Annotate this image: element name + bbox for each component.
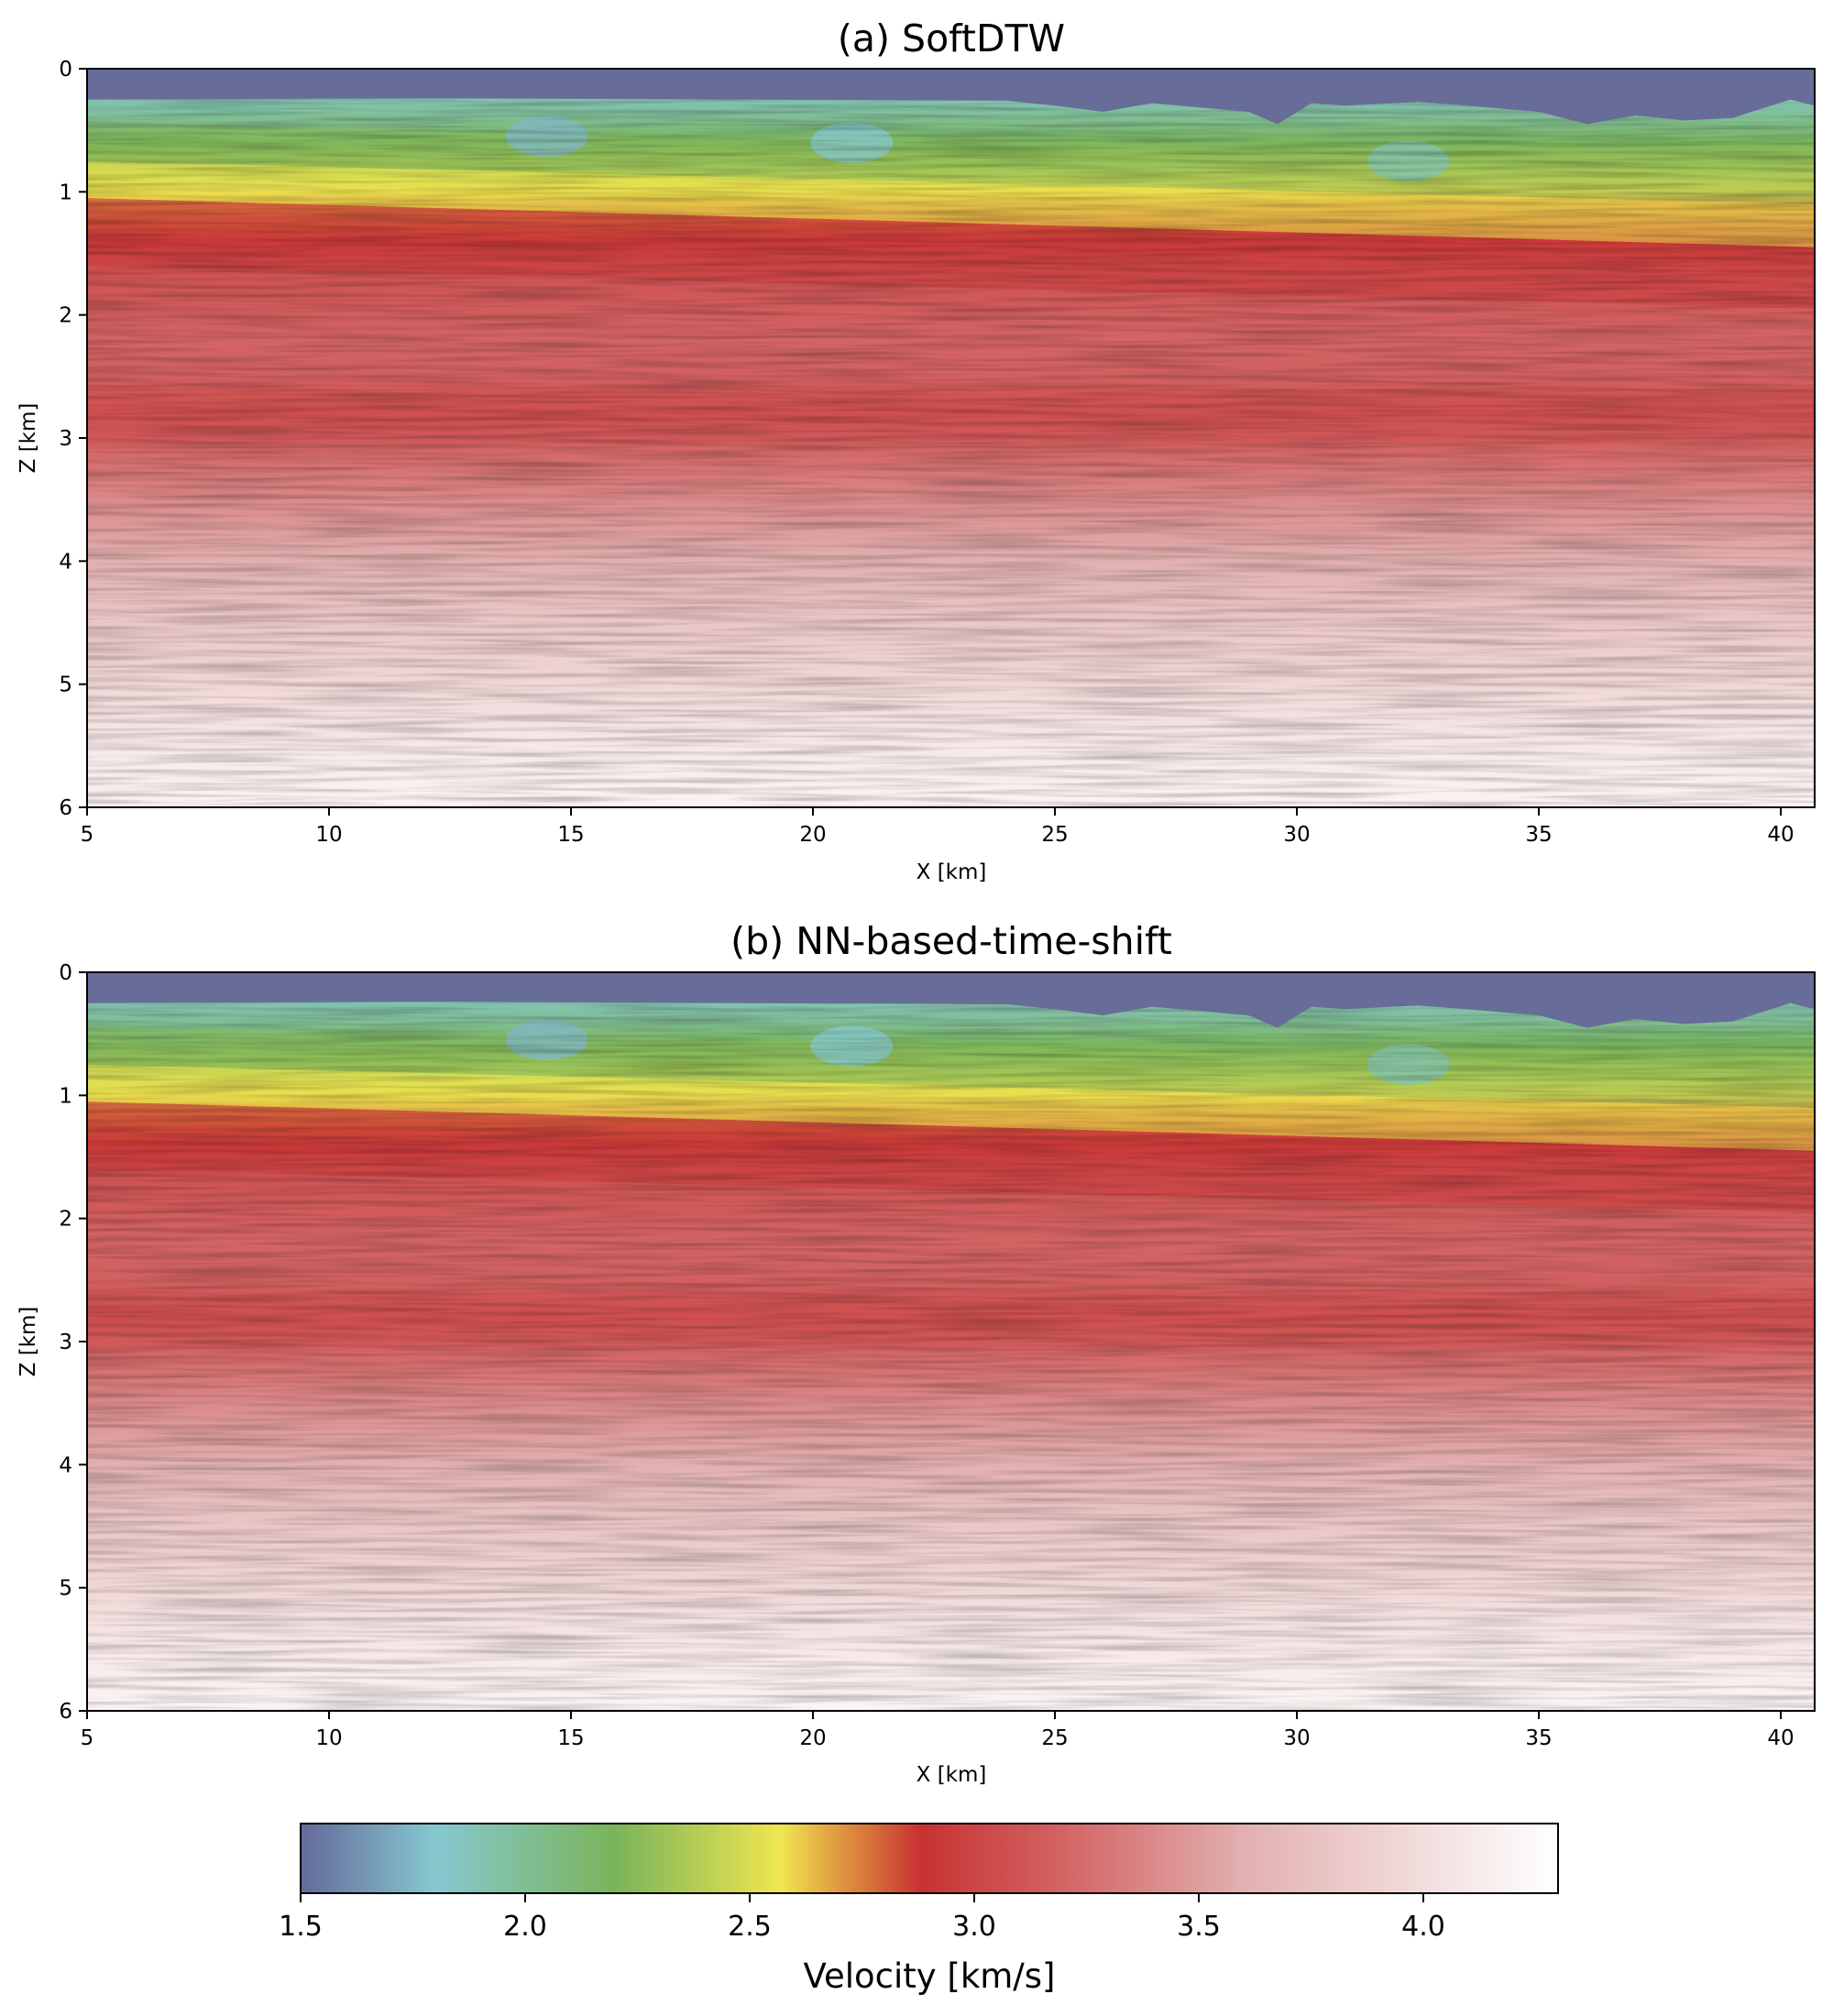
x-axis: 5 10 15 20 25 30 35 40 (81, 1711, 1795, 1750)
water-layer (87, 69, 1815, 125)
chart-title: (a) SoftDTW (838, 16, 1065, 60)
velocity-model-area (87, 972, 1815, 1711)
x-axis-label: X [km] (916, 860, 987, 884)
colorbar-label: Velocity [km/s] (804, 1956, 1056, 1996)
x-tick-label: 10 (315, 1726, 342, 1750)
chart-title: (b) NN-based-time-shift (730, 919, 1172, 963)
y-tick-label: 6 (59, 796, 72, 820)
x-tick-label: 30 (1283, 1726, 1310, 1750)
x-tick-label: 15 (557, 823, 584, 847)
colorbar-tick-label: 3.5 (1177, 1911, 1221, 1943)
y-tick-label: 1 (59, 181, 72, 204)
x-tick-label: 35 (1525, 1726, 1552, 1750)
colorbar-tick-label: 1.5 (279, 1911, 323, 1943)
y-axis: 0 1 2 3 4 5 6 (59, 961, 87, 1724)
colorbar-ticks: 1.5 2.0 2.5 3.0 3.5 4.0 (279, 1893, 1445, 1943)
colorbar-gradient (300, 1823, 1559, 1894)
x-tick-label: 5 (81, 1726, 94, 1750)
y-tick-label: 3 (59, 427, 72, 451)
x-tick-label: 20 (799, 1726, 826, 1750)
x-tick-label: 25 (1041, 823, 1068, 847)
y-tick-label: 5 (59, 1577, 72, 1601)
y-tick-label: 2 (59, 304, 72, 328)
colorbar-tick-label: 4.0 (1401, 1911, 1445, 1943)
y-tick-label: 2 (59, 1208, 72, 1232)
y-tick-label: 0 (59, 58, 72, 82)
y-tick-label: 5 (59, 674, 72, 697)
x-tick-label: 40 (1767, 823, 1794, 847)
y-tick-label: 1 (59, 1084, 72, 1108)
panel-nn-time-shift: (b) NN-based-time-shift 5 10 15 20 25 30 35 40 … (16, 919, 1816, 1787)
y-axis-label: Z [km] (16, 403, 40, 474)
y-tick-label: 4 (59, 550, 72, 574)
y-tick-label: 6 (59, 1700, 72, 1724)
x-tick-label: 25 (1041, 1726, 1068, 1750)
water-layer (87, 972, 1815, 1028)
x-tick-label: 35 (1525, 823, 1552, 847)
colorbar-tick-label: 2.0 (503, 1911, 547, 1943)
seismic-texture (87, 972, 1815, 1711)
x-tick-label: 30 (1283, 823, 1310, 847)
colorbar-tick-label: 2.5 (728, 1911, 772, 1943)
velocity-model-area (87, 69, 1815, 807)
x-tick-label: 5 (81, 823, 94, 847)
y-tick-label: 4 (59, 1453, 72, 1477)
y-axis-label: Z [km] (16, 1307, 40, 1377)
y-tick-label: 3 (59, 1331, 72, 1354)
y-axis: 0 1 2 3 4 5 6 (59, 58, 87, 820)
x-tick-label: 40 (1767, 1726, 1794, 1750)
x-axis: 5 10 15 20 25 30 35 40 (81, 807, 1795, 847)
seismic-texture (87, 69, 1815, 807)
x-tick-label: 10 (315, 823, 342, 847)
x-tick-label: 15 (557, 1726, 584, 1750)
colorbar-tick-label: 3.0 (952, 1911, 996, 1943)
y-tick-label: 0 (59, 961, 72, 985)
x-tick-label: 20 (799, 823, 826, 847)
colorbar: 1.5 2.0 2.5 3.0 3.5 4.0 Velocity [km/s] (279, 1823, 1559, 1996)
x-axis-label: X [km] (916, 1763, 987, 1787)
